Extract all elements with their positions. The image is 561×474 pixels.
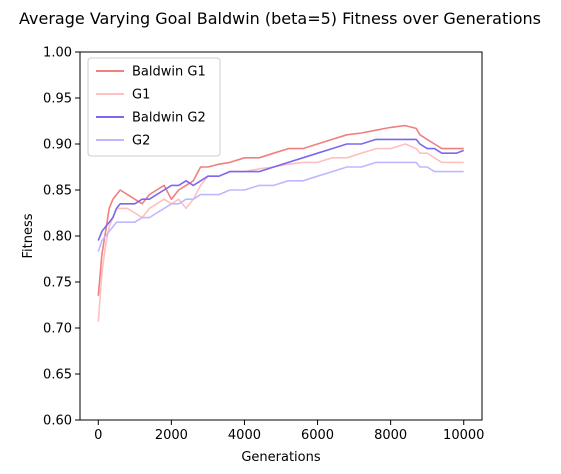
y-tick-label: 0.60 <box>43 414 72 429</box>
legend-box <box>87 57 221 157</box>
x-tick-label: 0 <box>94 428 102 443</box>
y-tick-label: 0.95 <box>43 92 72 107</box>
y-tick-label: 0.75 <box>43 276 72 291</box>
y-tick-label: 0.70 <box>43 322 72 337</box>
y-tick-label: 0.90 <box>43 138 72 153</box>
chart-title: Average Varying Goal Baldwin (beta=5) Fi… <box>19 9 541 28</box>
x-tick-label: 2000 <box>155 428 188 443</box>
legend-label: Baldwin G1 <box>132 65 206 80</box>
series-line-baldwin-g2 <box>97 138 464 241</box>
x-axis-label: Generations <box>241 450 321 465</box>
series-line-g1 <box>97 143 464 322</box>
y-tick-label: 0.80 <box>43 230 72 245</box>
x-tick-label: 4000 <box>228 428 261 443</box>
legend-label: G2 <box>132 134 150 149</box>
series-group <box>97 124 464 322</box>
series-line-g2 <box>97 161 464 252</box>
y-tick-label: 0.85 <box>43 184 72 199</box>
x-tick-label: 10000 <box>443 428 484 443</box>
series-line-baldwin-g1 <box>97 124 464 296</box>
x-tick-label: 8000 <box>374 428 407 443</box>
x-tick-label: 6000 <box>301 428 334 443</box>
legend-label: Baldwin G2 <box>132 111 206 126</box>
ticks-group: 0 2000 4000 6000 8000 10000 0.60 0.65 0.70 0.75 0.… <box>43 46 484 444</box>
legend-label: G1 <box>132 88 150 103</box>
y-axis-label: Fitness <box>21 213 36 258</box>
y-tick-label: 0.65 <box>43 368 72 383</box>
y-tick-label: 1.00 <box>43 46 72 61</box>
legend: Baldwin G1 G1 Baldwin G2 G2 <box>87 57 221 157</box>
